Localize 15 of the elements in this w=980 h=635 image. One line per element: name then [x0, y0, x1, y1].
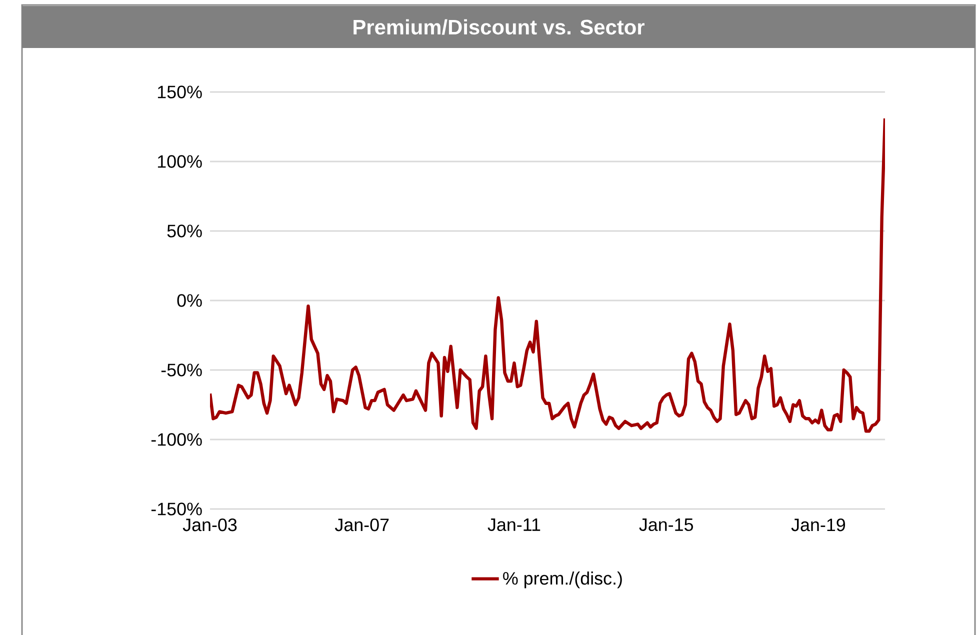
x-tick-label: Jan-03 [182, 518, 237, 532]
y-tick-label: 0% [177, 294, 202, 307]
y-tick-label: 100% [158, 155, 202, 168]
y-tick-label: -150% [151, 502, 202, 516]
x-tick-label: Jan-15 [639, 518, 693, 532]
x-tick-label: Jan-07 [334, 518, 389, 532]
y-tick-label: 150% [158, 86, 202, 98]
y-tick-label: 50% [167, 224, 202, 238]
y-tick-label: -100% [151, 433, 202, 446]
x-tick-label: Jan-11 [488, 518, 540, 532]
x-tick-label: Jan-19 [791, 518, 846, 532]
legend-label: % prem./(disc.) [503, 572, 622, 588]
line-series [210, 116, 886, 433]
y-tick-label: -50% [161, 364, 202, 376]
chart-title: Premium/Discount vs. Sector [354, 19, 644, 35]
